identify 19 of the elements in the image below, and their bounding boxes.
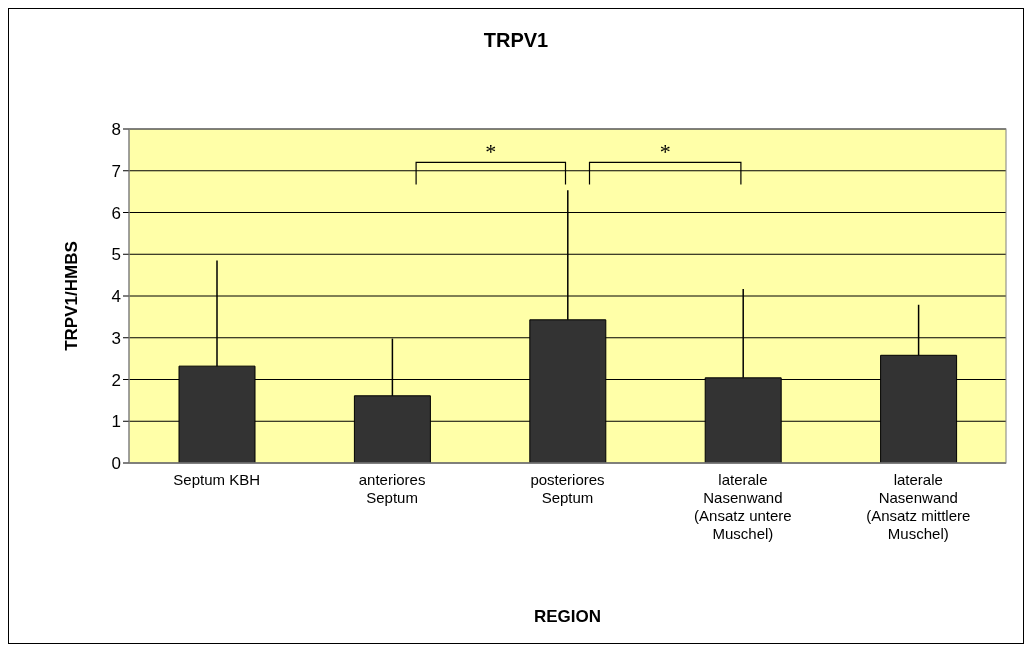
x-tick-label: posteriores Septum xyxy=(530,471,605,506)
y-tick-label: 4 xyxy=(111,287,121,307)
y-tick-label: 0 xyxy=(111,454,121,474)
y-tick-label: 1 xyxy=(111,412,121,432)
annotation: * xyxy=(485,139,497,165)
y-tick-label: 2 xyxy=(111,370,121,390)
chart-title: TRPV1 xyxy=(482,29,550,52)
x-tick-label: Septum KBH xyxy=(173,471,261,488)
y-tick-label: 8 xyxy=(111,120,121,140)
y-tick-label: 7 xyxy=(111,161,121,181)
y-axis-title: TRPV1/HMBS xyxy=(62,241,82,351)
y-tick-label: 3 xyxy=(111,328,121,348)
x-tick-label: anteriores Septum xyxy=(358,471,426,506)
x-axis-title: REGION xyxy=(532,607,603,627)
annotation: * xyxy=(659,139,671,165)
y-tick-label: 6 xyxy=(111,203,121,223)
y-tick-label: 5 xyxy=(111,245,121,265)
x-tick-label: laterale Nasenwand (Ansatz untere Muschel) xyxy=(694,471,792,542)
x-tick-label: laterale Nasenwand (Ansatz mittlere Muschel) xyxy=(866,471,971,542)
